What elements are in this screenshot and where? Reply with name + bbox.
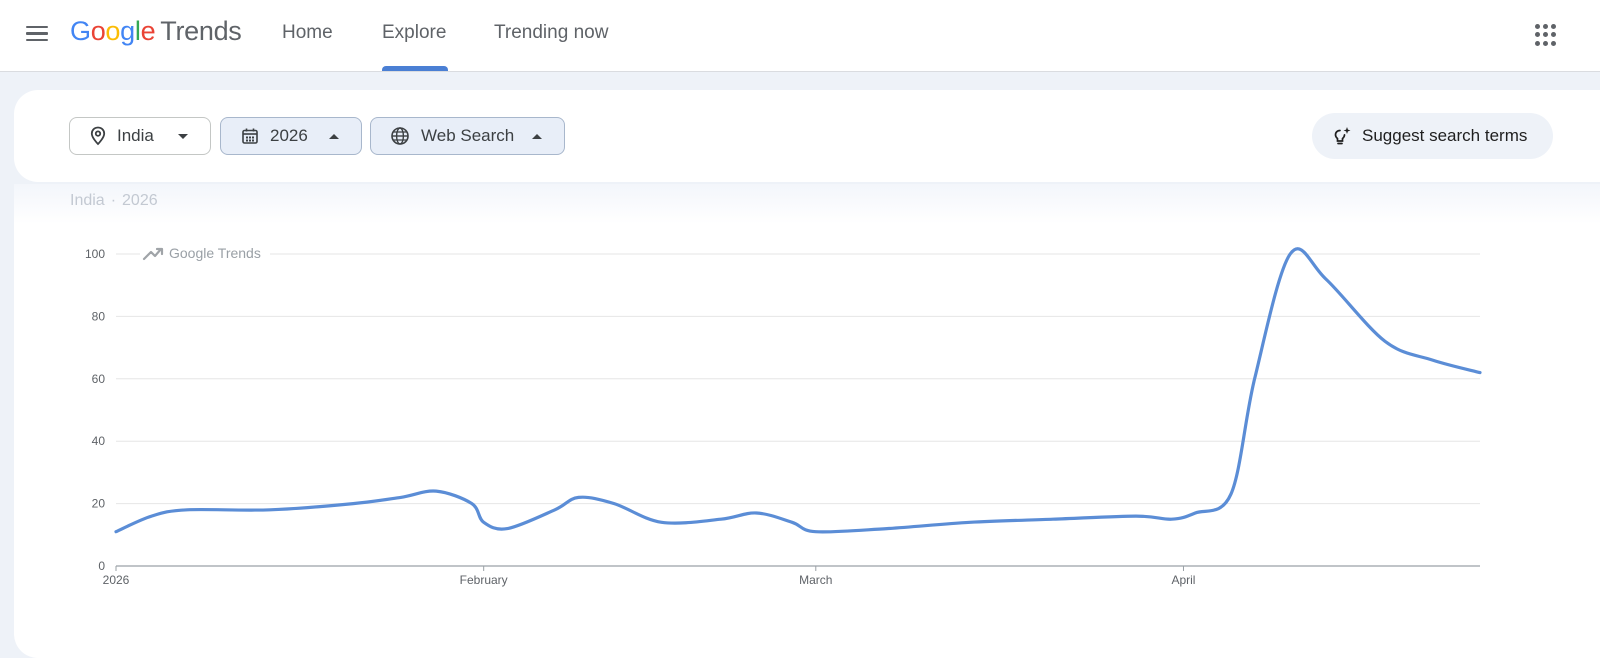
globe-icon	[391, 127, 409, 145]
interest-over-time-card	[14, 184, 1600, 658]
y-tick-label: 20	[92, 497, 106, 511]
search-property-label: Web Search	[421, 126, 515, 145]
logo-product-name: Trends	[160, 16, 242, 46]
interest-series-line	[114, 247, 1482, 534]
logo-letter: g	[120, 16, 135, 46]
y-tick-label: 60	[92, 372, 106, 386]
time-range-picker[interactable]: 2026	[220, 117, 362, 155]
calendar-icon	[242, 128, 258, 144]
apps-grid-dot	[1535, 40, 1540, 46]
country-label: India	[117, 126, 154, 145]
suggest-search-terms-label: Suggest search terms	[1362, 126, 1528, 145]
nav-home[interactable]: Home	[282, 22, 333, 43]
logo-letter: o	[90, 16, 106, 46]
apps-grid-dot	[1551, 24, 1556, 29]
y-tick-label: 80	[92, 309, 106, 323]
trend-arrow-icon	[142, 247, 164, 261]
nav-trending-now[interactable]: Trending now	[494, 22, 609, 43]
time-range-label: 2026	[270, 126, 308, 145]
top-app-bar: Google Trends Home Explore Trending now	[0, 0, 1600, 72]
dropdown-arrow-icon	[178, 133, 188, 139]
chart-context-line: India · 2026	[70, 192, 158, 210]
context-separator: ·	[110, 192, 117, 209]
apps-grid-icon	[1535, 24, 1540, 29]
apps-grid-dot	[1551, 40, 1556, 46]
location-pin-icon	[90, 126, 106, 146]
y-tick-label: 100	[85, 247, 105, 261]
x-tick-label: 2026	[103, 573, 130, 587]
lightbulb-sparkle-icon	[1334, 127, 1351, 145]
nav-explore[interactable]: Explore	[382, 22, 447, 43]
search-property-picker[interactable]: Web Search	[370, 117, 565, 155]
context-country: India	[70, 192, 105, 209]
dropdown-arrow-icon	[532, 133, 542, 139]
google-trends-logo[interactable]: Google Trends	[70, 16, 242, 54]
hamburger-icon-line	[26, 38, 48, 42]
x-tick-label: April	[1171, 573, 1195, 587]
apps-grid-dot	[1551, 32, 1556, 38]
google-trends-watermark: Google Trends	[169, 245, 261, 261]
logo-letter: e	[140, 16, 156, 46]
main-menu-button[interactable]	[22, 22, 52, 48]
context-year: 2026	[122, 192, 158, 209]
apps-grid-dot	[1543, 32, 1548, 38]
hamburger-icon-line	[26, 32, 48, 35]
y-tick-label: 0	[98, 559, 105, 573]
active-tab-indicator	[382, 66, 448, 71]
google-apps-button[interactable]	[1534, 23, 1558, 47]
y-tick-label: 40	[92, 434, 106, 448]
dropdown-arrow-icon	[329, 133, 339, 139]
suggest-search-terms-button[interactable]: Suggest search terms	[1312, 113, 1553, 159]
apps-grid-dot	[1543, 40, 1548, 46]
logo-letter: G	[70, 16, 91, 46]
logo-letter: l	[134, 16, 141, 46]
x-tick-label: February	[460, 573, 508, 587]
hamburger-icon	[26, 26, 48, 29]
country-picker[interactable]: India	[69, 117, 211, 155]
apps-grid-dot	[1543, 24, 1548, 29]
x-tick-label: March	[799, 573, 832, 587]
logo-letter: o	[105, 16, 121, 46]
apps-grid-dot	[1535, 32, 1540, 38]
